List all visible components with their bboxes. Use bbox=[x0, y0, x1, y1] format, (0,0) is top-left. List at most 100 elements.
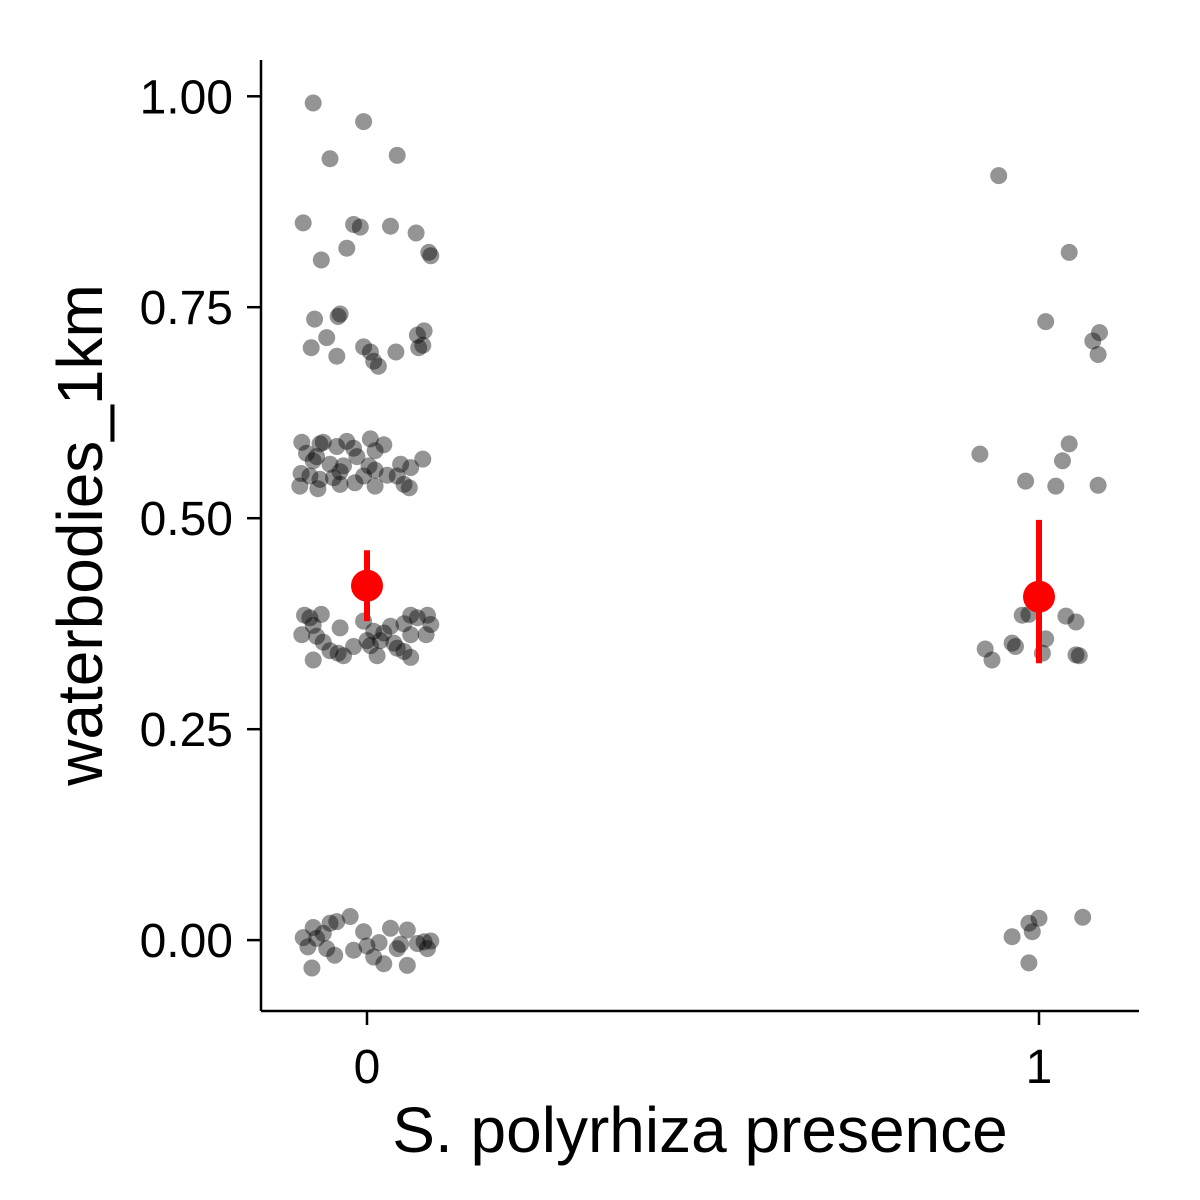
data-point bbox=[301, 609, 319, 627]
data-point bbox=[1060, 435, 1078, 453]
data-point bbox=[361, 430, 379, 448]
data-point bbox=[1030, 909, 1048, 927]
data-point bbox=[345, 941, 363, 959]
data-point bbox=[293, 626, 311, 644]
data-point bbox=[414, 336, 432, 354]
data-point bbox=[378, 466, 396, 484]
data-point bbox=[328, 347, 346, 365]
data-point bbox=[402, 626, 420, 644]
data-point bbox=[1091, 324, 1108, 342]
data-point bbox=[314, 924, 332, 942]
data-point bbox=[355, 338, 373, 356]
data-point bbox=[345, 216, 363, 233]
data-point bbox=[303, 959, 321, 977]
data-point bbox=[415, 322, 433, 340]
data-point bbox=[311, 435, 329, 453]
data-point bbox=[388, 639, 406, 657]
data-point bbox=[1067, 646, 1085, 664]
data-point bbox=[371, 632, 389, 650]
data-point bbox=[304, 452, 322, 470]
data-point bbox=[983, 651, 1001, 669]
x-axis-title: S. polyrhiza presence bbox=[392, 1094, 1007, 1166]
data-point bbox=[1084, 332, 1102, 350]
data-point bbox=[1067, 613, 1085, 631]
data-point bbox=[291, 477, 309, 495]
data-point bbox=[335, 457, 352, 475]
data-point bbox=[398, 956, 416, 974]
data-point bbox=[308, 448, 326, 466]
data-point bbox=[422, 247, 440, 265]
data-point bbox=[1020, 954, 1038, 972]
data-point bbox=[392, 455, 410, 473]
data-point bbox=[1047, 477, 1065, 495]
y-tick-label: 1.00 bbox=[140, 71, 233, 124]
data-point bbox=[1003, 634, 1021, 652]
data-point bbox=[392, 935, 410, 953]
data-point bbox=[314, 433, 332, 451]
data-point bbox=[419, 606, 436, 624]
data-point bbox=[365, 622, 383, 640]
data-point bbox=[302, 339, 320, 357]
data-point bbox=[366, 477, 384, 495]
data-point bbox=[1013, 606, 1031, 624]
data-point bbox=[375, 436, 393, 454]
data-point bbox=[375, 955, 393, 973]
data-point bbox=[1057, 607, 1075, 625]
data-point bbox=[328, 913, 346, 931]
data-point bbox=[1020, 914, 1038, 932]
data-point bbox=[335, 647, 352, 665]
data-point bbox=[331, 463, 349, 481]
data-point bbox=[420, 243, 438, 261]
data-point bbox=[1023, 923, 1041, 941]
data-point bbox=[309, 480, 327, 498]
data-point bbox=[395, 643, 413, 660]
data-point bbox=[301, 467, 319, 485]
data-point bbox=[296, 606, 313, 624]
data-point bbox=[382, 919, 399, 937]
y-tick-label: 0.75 bbox=[140, 282, 233, 335]
data-point bbox=[398, 921, 416, 939]
data-point bbox=[1054, 452, 1071, 470]
y-tick-label: 0.50 bbox=[140, 493, 233, 546]
data-point bbox=[304, 94, 322, 112]
data-point bbox=[366, 461, 384, 479]
data-point bbox=[329, 644, 347, 662]
data-point bbox=[990, 167, 1008, 185]
data-point bbox=[361, 637, 379, 655]
data-point bbox=[382, 617, 399, 635]
data-point bbox=[328, 438, 346, 455]
x-tick-label: 0 bbox=[354, 1041, 381, 1094]
data-point bbox=[331, 475, 349, 493]
data-point bbox=[348, 448, 366, 466]
data-point bbox=[402, 459, 420, 477]
data-point bbox=[387, 343, 405, 361]
data-point bbox=[346, 474, 364, 492]
data-point bbox=[385, 634, 403, 652]
data-point bbox=[321, 455, 339, 473]
data-point bbox=[306, 310, 324, 328]
data-point bbox=[360, 457, 378, 475]
data-point bbox=[419, 940, 436, 958]
data-point bbox=[341, 908, 359, 925]
data-point bbox=[355, 113, 373, 131]
data-point bbox=[422, 932, 440, 950]
data-point bbox=[308, 627, 326, 645]
data-point bbox=[402, 606, 420, 624]
data-point bbox=[366, 442, 384, 460]
data-point bbox=[408, 326, 426, 344]
data-point bbox=[355, 923, 373, 941]
summary-markers bbox=[351, 519, 1055, 664]
data-point bbox=[369, 357, 387, 375]
data-point bbox=[368, 647, 386, 665]
data-point bbox=[414, 450, 432, 468]
data-point bbox=[370, 934, 388, 952]
data-point bbox=[321, 150, 339, 168]
data-point bbox=[321, 642, 339, 660]
y-axis-ticks: 0.00 0.25 0.50 0.75 1.00 bbox=[140, 71, 261, 968]
data-point bbox=[400, 479, 418, 497]
data-point bbox=[417, 626, 435, 644]
data-point bbox=[395, 475, 413, 493]
data-point bbox=[388, 146, 406, 164]
data-point bbox=[1037, 313, 1055, 331]
